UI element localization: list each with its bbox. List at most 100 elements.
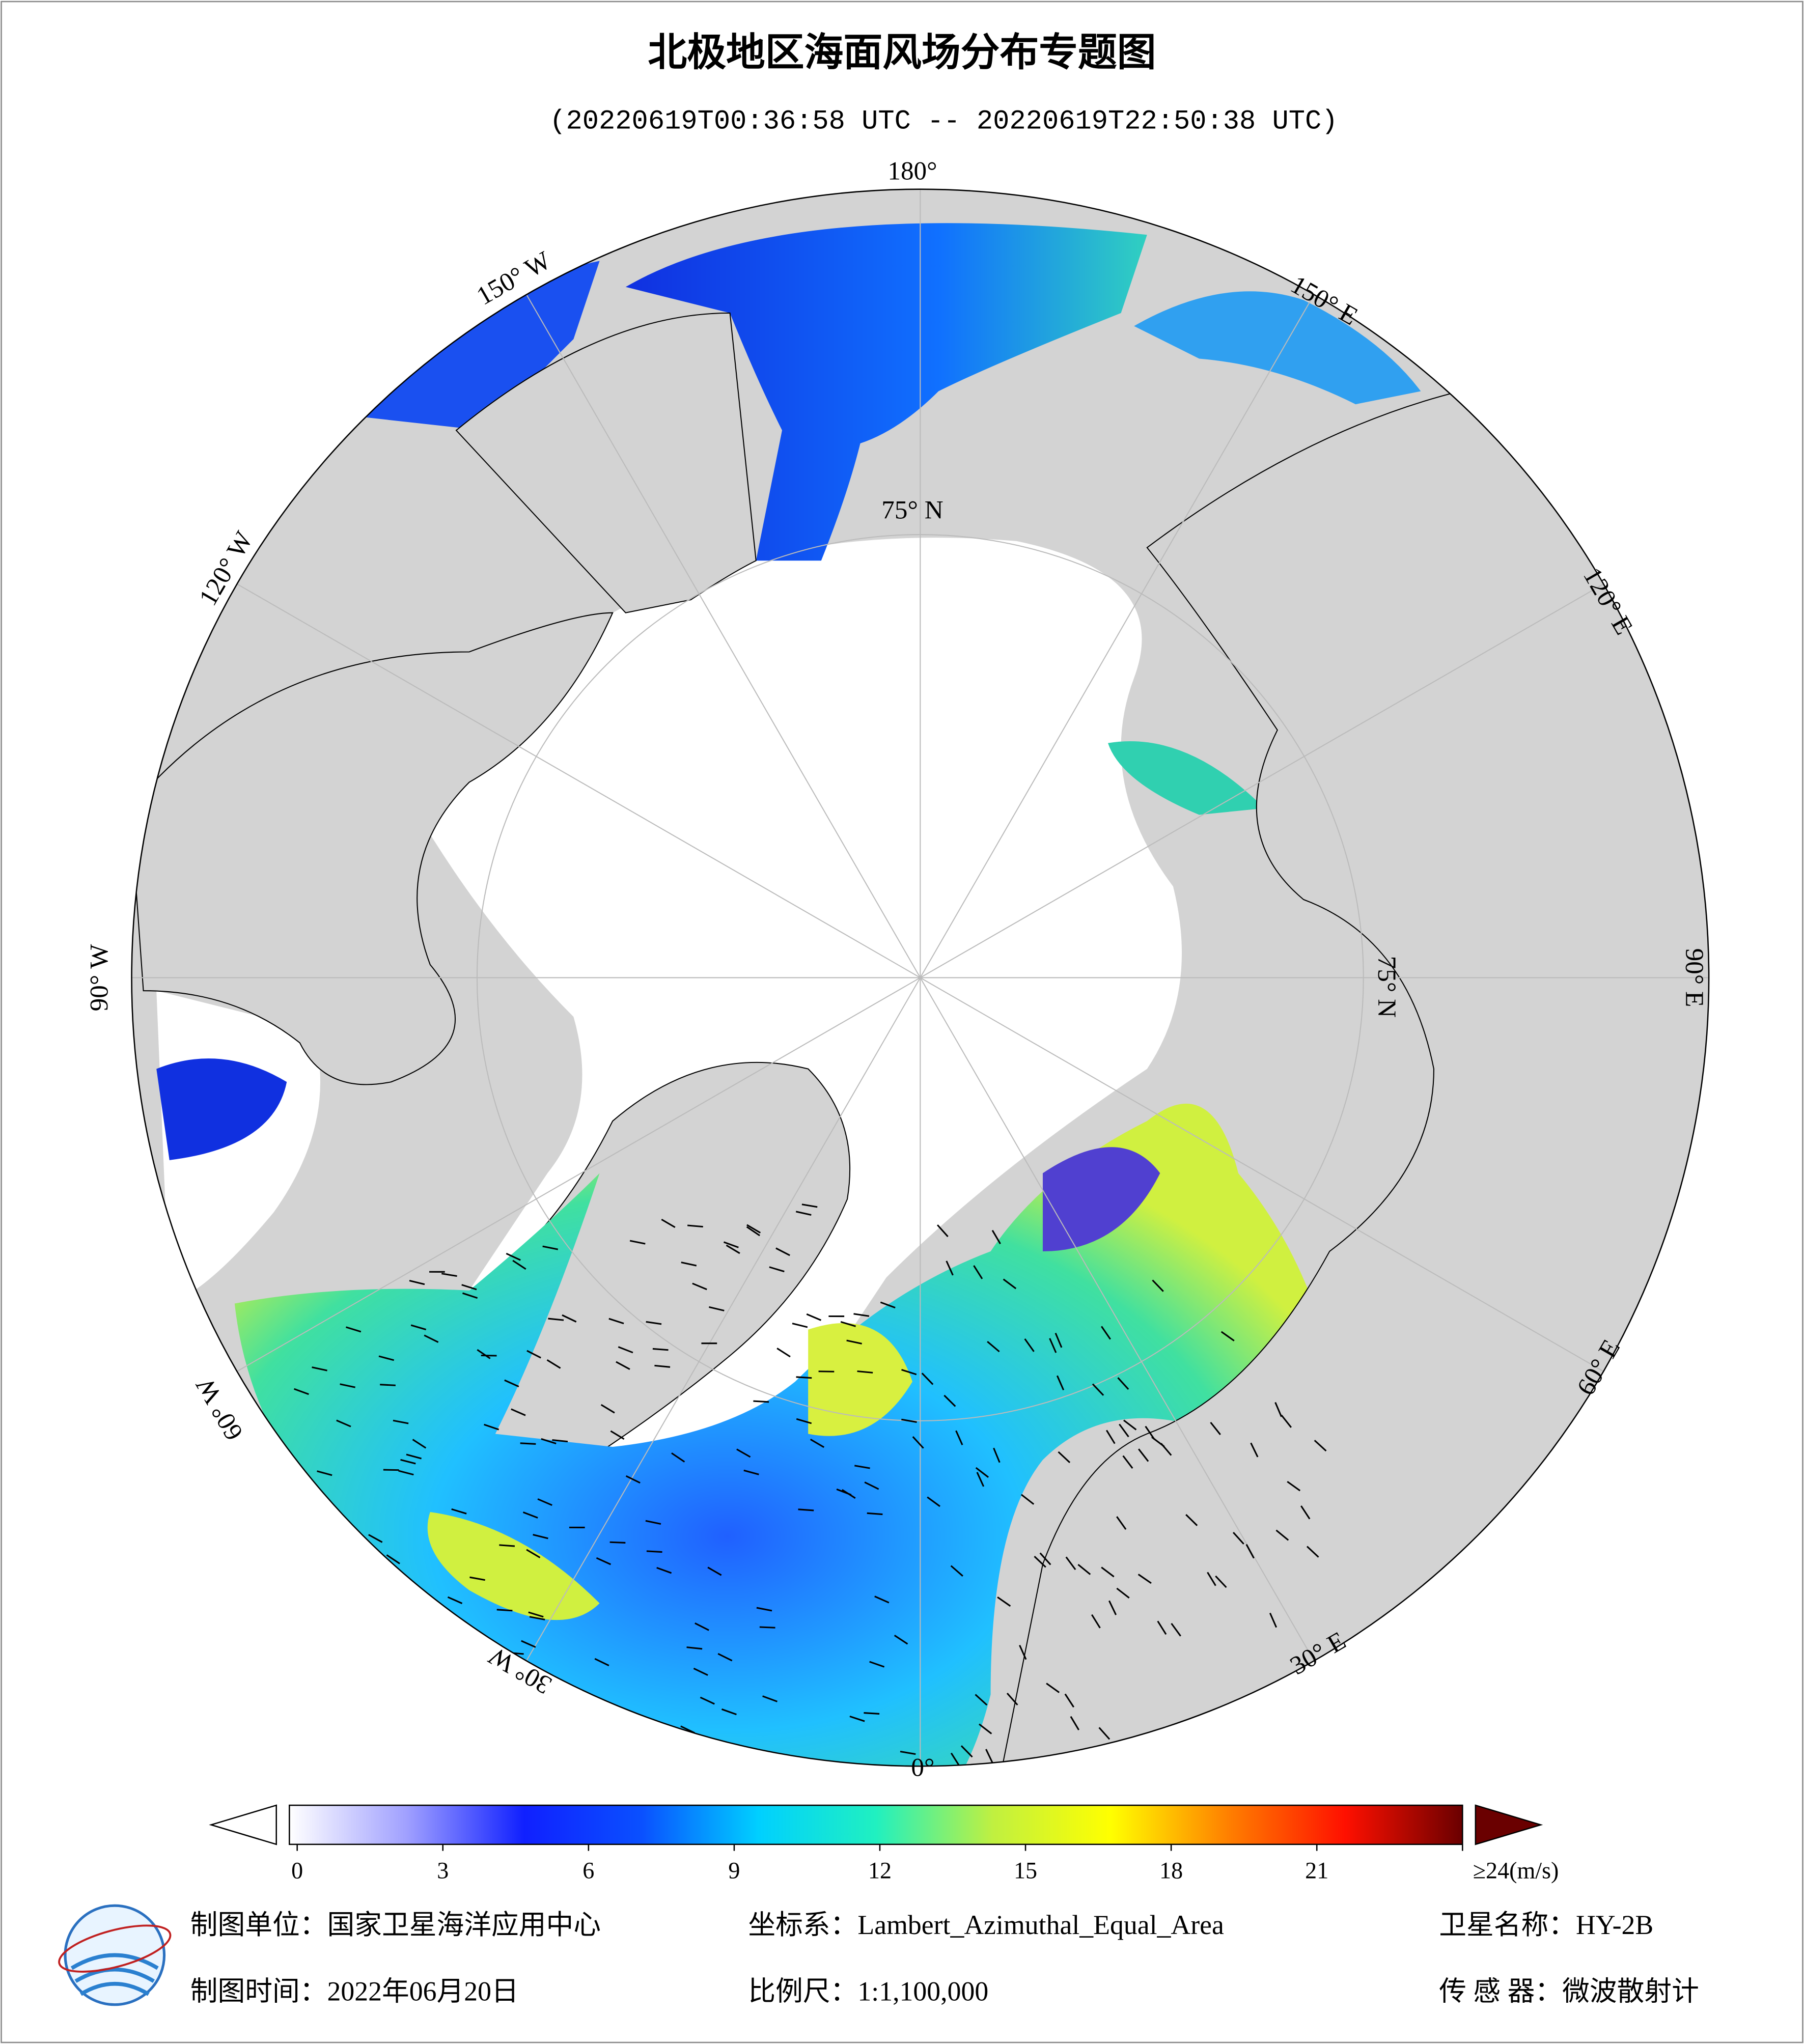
- wind-arrow: [880, 1301, 896, 1309]
- wind-arrow: [1185, 1514, 1198, 1526]
- wind-arrow: [1046, 1683, 1060, 1693]
- wind-arrow: [912, 1436, 924, 1449]
- wind-arrow: [721, 1708, 737, 1716]
- wind-arrow: [380, 1384, 396, 1386]
- wind-arrow: [1024, 1338, 1035, 1352]
- wind-arrow: [336, 1419, 351, 1427]
- wind-arrow: [864, 1481, 879, 1490]
- wind-field-low: [1042, 1147, 1160, 1252]
- wind-arrow: [874, 1595, 890, 1604]
- wind-arrow: [1250, 1442, 1259, 1458]
- map-body: [131, 189, 1709, 1767]
- lon-label: 0°: [911, 1753, 934, 1782]
- wind-arrow: [340, 1383, 355, 1388]
- wind-arrow: [853, 1313, 870, 1317]
- wind-arrow: [441, 1273, 457, 1277]
- wind-arrow: [533, 1534, 548, 1539]
- logo: [58, 1904, 172, 2006]
- wind-arrow: [1105, 1430, 1116, 1444]
- wind-arrow: [1245, 1544, 1255, 1559]
- wind-arrow: [410, 1324, 427, 1331]
- wind-arrow: [499, 1544, 515, 1547]
- wind-arrow: [975, 1694, 988, 1706]
- wind-arrow: [1171, 1622, 1181, 1637]
- wind-arrow: [693, 1667, 708, 1676]
- wind-arrow: [723, 1241, 739, 1248]
- wind-arrow: [496, 1609, 513, 1612]
- wind-arrow: [1116, 1516, 1127, 1530]
- wind-arrow: [616, 1361, 630, 1370]
- wind-arrow: [1098, 1727, 1111, 1740]
- wind-arrow: [769, 1266, 785, 1273]
- wind-arrow: [900, 1751, 916, 1755]
- footer-scale: 比例尺：1:1,100,000: [748, 1976, 988, 2007]
- wind-arrow: [927, 1496, 940, 1507]
- wind-arrow: [687, 1224, 703, 1228]
- wind-arrow: [1137, 1574, 1152, 1584]
- wind-arrow: [346, 1326, 362, 1333]
- wind-field-pacific: [625, 223, 1147, 561]
- wind-arrow: [979, 1723, 992, 1734]
- wind-arrow: [368, 1534, 383, 1543]
- wind-arrow: [1119, 1423, 1129, 1438]
- wind-arrow: [484, 1423, 499, 1431]
- wind-arrow: [1207, 1572, 1216, 1586]
- wind-arrow: [1215, 1575, 1227, 1588]
- colorbar-tick-label: 12: [868, 1858, 892, 1884]
- wind-arrow: [1300, 1505, 1311, 1520]
- wind-arrow: [477, 1349, 491, 1359]
- wind-arrow: [746, 1226, 760, 1237]
- wind-arrow: [618, 1346, 633, 1354]
- wind-arrow: [1101, 1326, 1111, 1340]
- wind-arrow: [985, 1749, 994, 1764]
- wind-arrow: [522, 1511, 538, 1519]
- wind-arrow: [921, 1373, 934, 1385]
- wind-arrow: [950, 1565, 963, 1577]
- wind-arrow: [1077, 1564, 1091, 1575]
- wind-arrow: [1210, 1422, 1221, 1435]
- footer-unit: 制图单位：国家卫星海洋应用中心: [190, 1910, 601, 1940]
- wind-field-atlantic: [234, 1103, 1330, 1767]
- wind-arrow: [753, 1400, 769, 1403]
- colorbar-tick-label: 15: [1014, 1858, 1037, 1884]
- colorbar-tick-label: 9: [728, 1858, 740, 1884]
- wind-arrow: [462, 1292, 478, 1299]
- wind-arrow: [645, 1520, 661, 1525]
- wind-arrow: [1049, 1338, 1057, 1353]
- wind-arrow: [542, 1245, 559, 1250]
- wind-arrow: [1034, 1556, 1046, 1568]
- wind-arrow: [541, 1438, 557, 1445]
- wind-arrow: [400, 1459, 416, 1465]
- wind-arrow: [528, 1611, 544, 1618]
- wind-arrow: [521, 1640, 536, 1648]
- wind-arrow: [1157, 1620, 1167, 1635]
- wind-arrow: [943, 1394, 956, 1407]
- wind-arrow: [1021, 1494, 1035, 1505]
- footer-satellite: 卫星名称：HY-2B: [1439, 1910, 1653, 1940]
- colorbar-tick-label: 0: [291, 1858, 303, 1884]
- wind-arrow: [801, 1203, 818, 1208]
- wind-arrow: [707, 1566, 722, 1576]
- wind-arrow: [671, 1452, 685, 1463]
- wind-arrow: [756, 1607, 772, 1612]
- wind-arrow: [625, 1475, 641, 1484]
- wind-arrow: [975, 1467, 989, 1478]
- wind-arrow: [526, 1549, 541, 1558]
- wind-arrow: [901, 1418, 917, 1423]
- wind-arrow: [1108, 1600, 1117, 1615]
- wind-arrow: [594, 1658, 609, 1667]
- wind-field-okhotsk: [1134, 291, 1421, 405]
- lat-label: 75° N: [881, 495, 943, 524]
- wind-arrow: [955, 1430, 963, 1445]
- wind-arrow: [1275, 1529, 1289, 1541]
- map-border: [131, 188, 1710, 1767]
- wind-arrow: [1054, 1332, 1063, 1348]
- wind-arrow: [717, 1653, 733, 1662]
- wind-arrow: [469, 1576, 485, 1581]
- colorbar-under: [209, 1804, 277, 1845]
- wind-arrow: [294, 1388, 309, 1395]
- wind-arrow: [652, 1348, 669, 1351]
- wind-arrow: [548, 1318, 564, 1321]
